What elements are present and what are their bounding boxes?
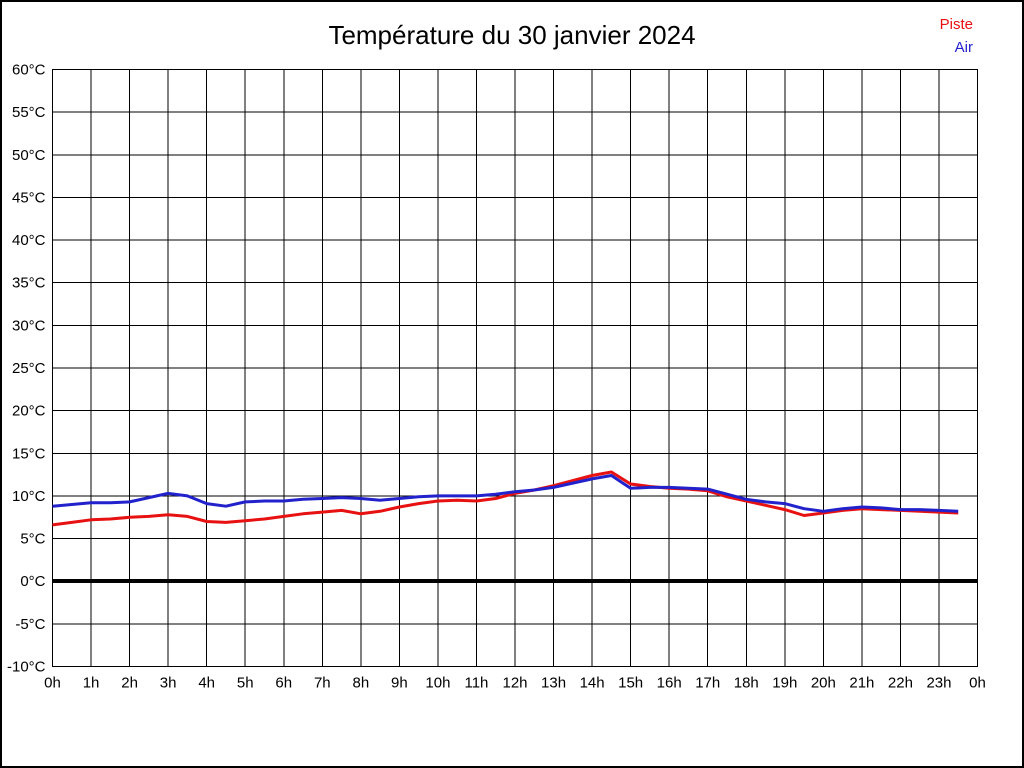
- x-tick-label: 12h: [502, 675, 527, 692]
- x-tick-label: 13h: [541, 675, 566, 692]
- y-tick-label: 10°C: [12, 488, 46, 505]
- x-tick-label: 21h: [849, 675, 874, 692]
- x-tick-label: 7h: [314, 675, 331, 692]
- y-tick-label: 0°C: [20, 573, 45, 590]
- x-tick-label: 10h: [425, 675, 450, 692]
- plot-frame: [52, 69, 978, 667]
- x-tick-label: 4h: [198, 675, 215, 692]
- y-tick-label: 20°C: [12, 403, 46, 420]
- x-tick-label: 15h: [618, 675, 643, 692]
- y-tick-label: 5°C: [20, 531, 45, 548]
- x-tick-label: 17h: [695, 675, 720, 692]
- series-line-air: [52, 474, 959, 513]
- legend-label-piste: Piste: [939, 16, 973, 33]
- legend-item-air: Air: [940, 36, 973, 59]
- y-tick-label: 40°C: [12, 232, 46, 249]
- chart-legend: Piste Air: [940, 13, 973, 59]
- y-tick-label: 60°C: [12, 62, 46, 79]
- x-tick-label: 0h: [969, 675, 986, 692]
- x-tick-label: 14h: [580, 675, 605, 692]
- x-tick-label: 8h: [352, 675, 369, 692]
- x-tick-label: 18h: [734, 675, 759, 692]
- legend-label-air: Air: [954, 39, 973, 56]
- x-tick-label: 23h: [926, 675, 951, 692]
- y-tick-label: 45°C: [12, 189, 46, 206]
- x-tick-label: 2h: [121, 675, 138, 692]
- x-tick-label: 1h: [83, 675, 100, 692]
- legend-item-piste: Piste: [940, 13, 973, 36]
- x-tick-label: 19h: [772, 675, 797, 692]
- x-tick-label: 22h: [888, 675, 913, 692]
- x-tick-label: 20h: [811, 675, 836, 692]
- y-tick-label: 55°C: [12, 104, 46, 121]
- y-tick-label: -10°C: [7, 659, 46, 676]
- y-tick-label: 25°C: [12, 360, 46, 377]
- x-tick-label: 11h: [464, 675, 488, 692]
- chart-title: Température du 30 janvier 2024: [328, 20, 696, 50]
- y-tick-label: -5°C: [15, 616, 45, 633]
- x-tick-label: 6h: [275, 675, 292, 692]
- x-tick-label: 0h: [44, 675, 61, 692]
- series-line-piste: [52, 470, 959, 527]
- y-tick-label: 30°C: [12, 317, 46, 334]
- y-tick-label: 50°C: [12, 147, 46, 164]
- x-tick-label: 3h: [160, 675, 177, 692]
- x-tick-label: 5h: [237, 675, 254, 692]
- x-tick-label: 16h: [657, 675, 682, 692]
- x-tick-label: 9h: [391, 675, 408, 692]
- y-tick-label: 15°C: [12, 445, 46, 462]
- y-tick-label: 35°C: [12, 275, 46, 292]
